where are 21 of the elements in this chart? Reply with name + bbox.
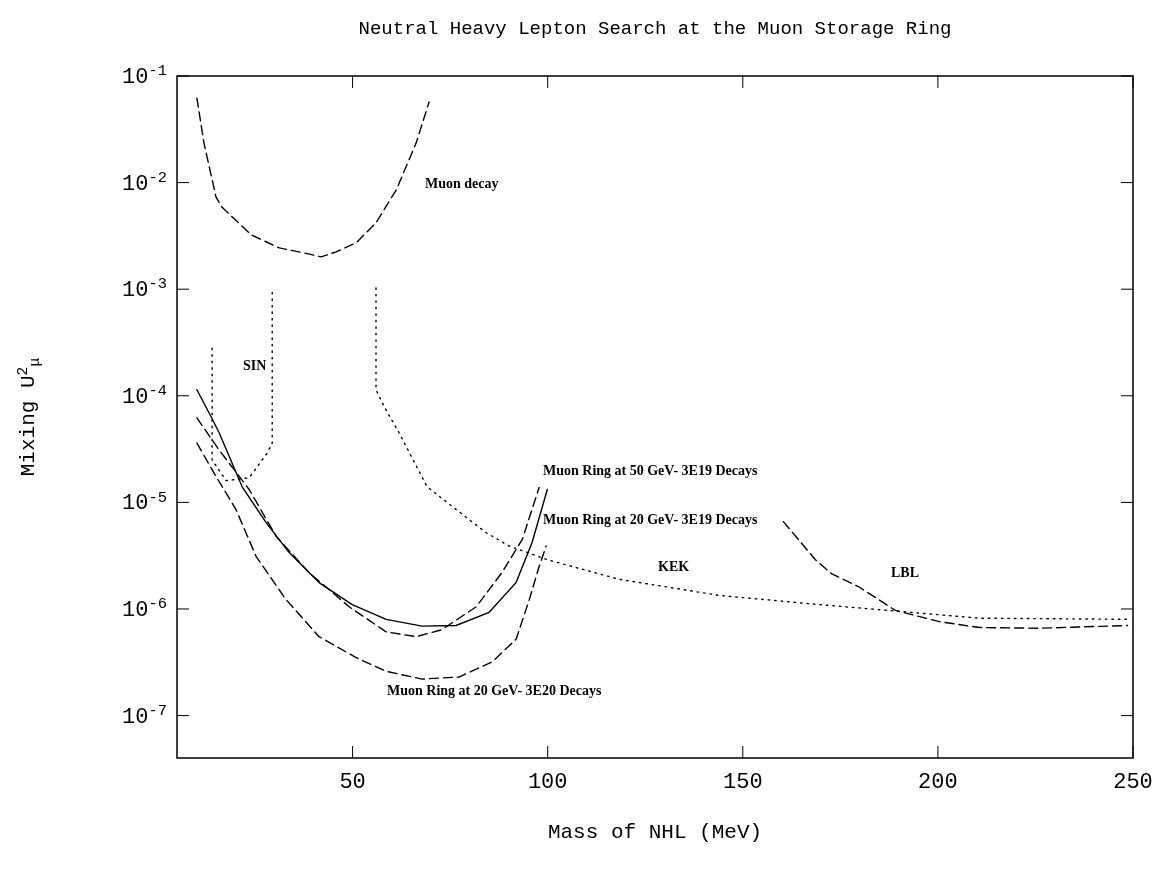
chart-title: Neutral Heavy Lepton Search at the Muon Storage Ring [358, 18, 952, 40]
series-label: Muon Ring at 20 GeV- 3E20 Decays [387, 682, 602, 698]
y-tick-label: 10$^{-2}$ [122, 168, 167, 197]
series-label: Muon Ring at 50 GeV- 3E19 Decays [543, 462, 758, 478]
x-tick-label: 150 [722, 770, 763, 795]
x-tick-label: 100 [527, 770, 568, 795]
series-label: Muon decay [425, 175, 499, 191]
x-tick-label: 200 [918, 770, 958, 795]
y-tick-label: 10$^{-3}$ [122, 275, 167, 304]
series-label: Muon Ring at 20 GeV- 3E19 Decays [543, 511, 758, 527]
x-tick-label: 250 [1113, 770, 1153, 795]
series-label: KEK [658, 558, 690, 574]
y-tick-label: 10$^{-4}$ [122, 382, 167, 410]
x-axis-title: Mass of NHL (MeV) [547, 821, 763, 844]
y-tick-label: 10$^{-7}$ [122, 701, 167, 730]
series-label: LBL [891, 564, 920, 580]
y-tick-label: 10$^{-5}$ [122, 488, 167, 517]
series-label: SIN [243, 357, 267, 373]
y-tick-label: 10$^{-1}$ [122, 62, 167, 90]
x-tick-label: 50 [339, 770, 366, 795]
y-tick-label: 10$^{-6}$ [122, 595, 167, 623]
